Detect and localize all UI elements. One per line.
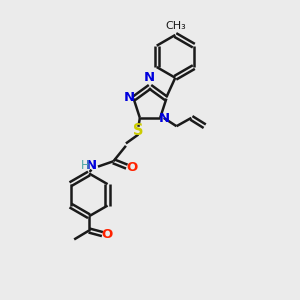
Text: H: H: [81, 159, 90, 172]
Text: N: N: [86, 159, 97, 172]
Text: O: O: [126, 161, 137, 174]
Text: N: N: [144, 71, 155, 84]
Text: S: S: [133, 123, 144, 138]
Text: O: O: [101, 228, 113, 241]
Text: N: N: [124, 91, 135, 104]
Text: CH₃: CH₃: [165, 20, 186, 31]
Text: N: N: [158, 112, 169, 125]
